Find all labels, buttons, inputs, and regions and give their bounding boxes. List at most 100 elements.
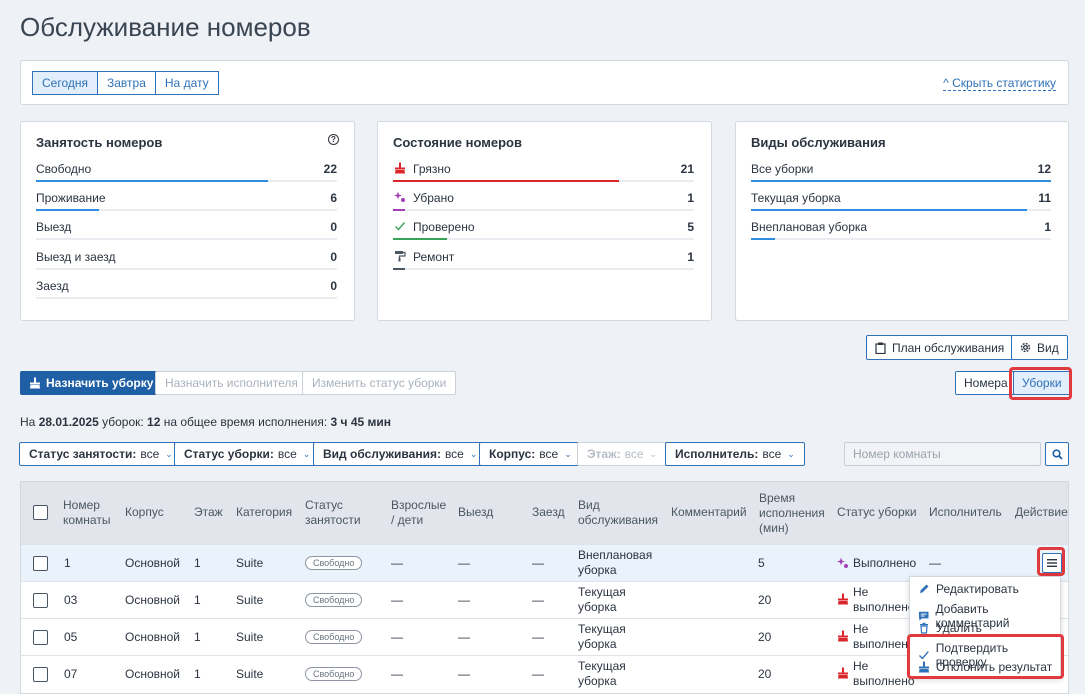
- cell-status: Выполнено: [853, 556, 917, 570]
- cell-service: Текущая уборка: [578, 585, 626, 614]
- filter-key: Статус уборки:: [184, 447, 274, 461]
- cell-category: Suite: [236, 556, 264, 570]
- cell-floor: 1: [194, 593, 201, 607]
- cell-floor: 1: [194, 556, 201, 570]
- tab-on-date[interactable]: На дату: [154, 71, 219, 95]
- service-types-card: Виды обслуживания Все уборки 12 Текущая уб…: [735, 121, 1069, 321]
- filter-dropdown[interactable]: Статус занятости: все ⌄: [19, 442, 183, 466]
- chevron-down-icon: ⌄: [302, 448, 311, 459]
- view-label: Вид: [1037, 340, 1059, 355]
- view-button[interactable]: Вид: [1011, 335, 1068, 360]
- assign-cleaning-label: Назначить уборку: [46, 376, 154, 390]
- change-status-button[interactable]: Изменить статус уборки: [302, 371, 457, 395]
- table-row[interactable]: 05 Основной 1 Suite Свободно — — — Текущая уборк…: [21, 618, 1068, 655]
- stat-bar: [393, 180, 694, 182]
- cell-category: Suite: [236, 593, 264, 607]
- cell-checkin: —: [532, 667, 544, 681]
- stat-row: Заезд 0: [36, 277, 337, 299]
- paint-roller-icon: [393, 250, 407, 265]
- service-plan-button[interactable]: План обслуживания: [866, 335, 1014, 360]
- cell-status: Не выполнено: [853, 585, 915, 614]
- cell-checkout: —: [458, 556, 470, 570]
- tab-cleanings[interactable]: Уборки: [1013, 371, 1071, 395]
- assign-cleaning-button[interactable]: Назначить уборку: [20, 371, 163, 395]
- filter-value: все: [539, 447, 559, 461]
- filter-dropdown[interactable]: Этаж: все ⌄: [577, 442, 668, 466]
- menu-item-reject-result[interactable]: Отклонить результат: [918, 660, 1052, 674]
- row-checkbox[interactable]: [33, 630, 48, 645]
- tab-tomorrow[interactable]: Завтра: [97, 71, 156, 95]
- row-checkbox[interactable]: [33, 556, 48, 571]
- help-icon[interactable]: ?: [328, 134, 339, 145]
- stat-bar: [36, 297, 337, 299]
- cell-building: Основной: [125, 593, 181, 607]
- stat-row: Ремонт 1: [393, 248, 694, 270]
- row-checkbox[interactable]: [33, 593, 48, 608]
- cell-guests: —: [391, 593, 403, 607]
- stat-bar: [393, 238, 694, 240]
- search-icon: [1051, 448, 1063, 460]
- stat-label: Заезд: [36, 279, 69, 293]
- occupancy-badge: Свободно: [305, 630, 363, 644]
- summary-count: 12: [147, 415, 161, 429]
- stat-bar: [36, 238, 337, 240]
- stat-row: Проверено 5: [393, 218, 694, 240]
- stat-value: 0: [330, 279, 337, 293]
- cell-service: Текущая уборка: [578, 659, 626, 688]
- filter-dropdown[interactable]: Вид обслуживания: все ⌄: [313, 442, 488, 466]
- gear-icon: [1020, 342, 1031, 353]
- tab-today[interactable]: Сегодня: [32, 71, 98, 95]
- cell-guests: —: [391, 556, 403, 570]
- column-header: Заезд: [532, 505, 565, 519]
- stat-value: 0: [330, 220, 337, 234]
- menu-item-delete[interactable]: Удалить: [918, 621, 982, 635]
- menu-item-edit[interactable]: Редактировать: [918, 582, 1019, 596]
- cell-checkout: —: [458, 667, 470, 681]
- chevron-down-icon: ⌄: [787, 448, 795, 459]
- menu-label: Удалить: [936, 621, 982, 635]
- sparkle-icon: [393, 191, 407, 206]
- column-header: Исполнитель: [929, 505, 1002, 519]
- occupancy-card: Занятость номеров ? Свободно 22 Проживание…: [20, 121, 355, 321]
- filter-dropdown[interactable]: Статус уборки: все ⌄: [174, 442, 321, 466]
- search-button[interactable]: [1045, 442, 1069, 466]
- cell-category: Suite: [236, 667, 264, 681]
- service-plan-label: План обслуживания: [892, 340, 1005, 355]
- select-all-checkbox[interactable]: [33, 505, 48, 520]
- cell-service: Текущая уборка: [578, 622, 626, 651]
- stat-label: Выезд и заезд: [36, 250, 116, 264]
- stat-row: Убрано 1: [393, 189, 694, 211]
- cell-checkin: —: [532, 556, 544, 570]
- stat-bar: [751, 209, 1051, 211]
- menu-item-add-comment[interactable]: Добавить комментарий: [918, 602, 1060, 630]
- menu-item-confirm-check[interactable]: Подтвердить проверку: [918, 641, 1060, 669]
- cell-room: 05: [64, 630, 78, 644]
- cell-time: 20: [758, 667, 772, 681]
- table-row[interactable]: 03 Основной 1 Suite Свободно — — — Текущая уборк…: [21, 581, 1068, 618]
- stat-value: 11: [1038, 191, 1051, 205]
- filter-dropdown[interactable]: Исполнитель: все ⌄: [665, 442, 805, 466]
- assign-executor-button[interactable]: Назначить исполнителя: [155, 371, 308, 395]
- filter-value: все: [140, 447, 160, 461]
- stat-row: Свободно 22: [36, 160, 337, 182]
- cell-building: Основной: [125, 630, 181, 644]
- stat-bar: [751, 238, 1051, 240]
- table-row[interactable]: 07 Основной 1 Suite Свободно — — — Текущая уборк…: [21, 655, 1068, 692]
- filter-key: Корпус:: [489, 447, 536, 461]
- tab-rooms[interactable]: Номера: [955, 371, 1017, 395]
- stat-bar: [36, 209, 337, 211]
- table-row[interactable]: 1 Основной 1 Suite Свободно — — — Внеплановая уб…: [21, 544, 1068, 581]
- clipboard-icon: [875, 342, 886, 354]
- menu-label: Подтвердить проверку: [935, 641, 1009, 669]
- row-action-button[interactable]: [1042, 553, 1062, 573]
- row-checkbox[interactable]: [33, 667, 48, 682]
- column-header: Статус занятости: [305, 498, 361, 527]
- stat-value: 1: [687, 191, 694, 205]
- hide-stats-link[interactable]: ^ Скрыть статистику: [943, 76, 1056, 91]
- cell-room: 03: [64, 593, 78, 607]
- room-number-input[interactable]: [844, 442, 1041, 466]
- filter-dropdown[interactable]: Корпус: все ⌄: [479, 442, 582, 466]
- summary-date: 28.01.2025: [38, 415, 99, 429]
- stat-label: Грязно: [413, 162, 451, 176]
- column-header: Время исполнения (мин): [759, 491, 825, 535]
